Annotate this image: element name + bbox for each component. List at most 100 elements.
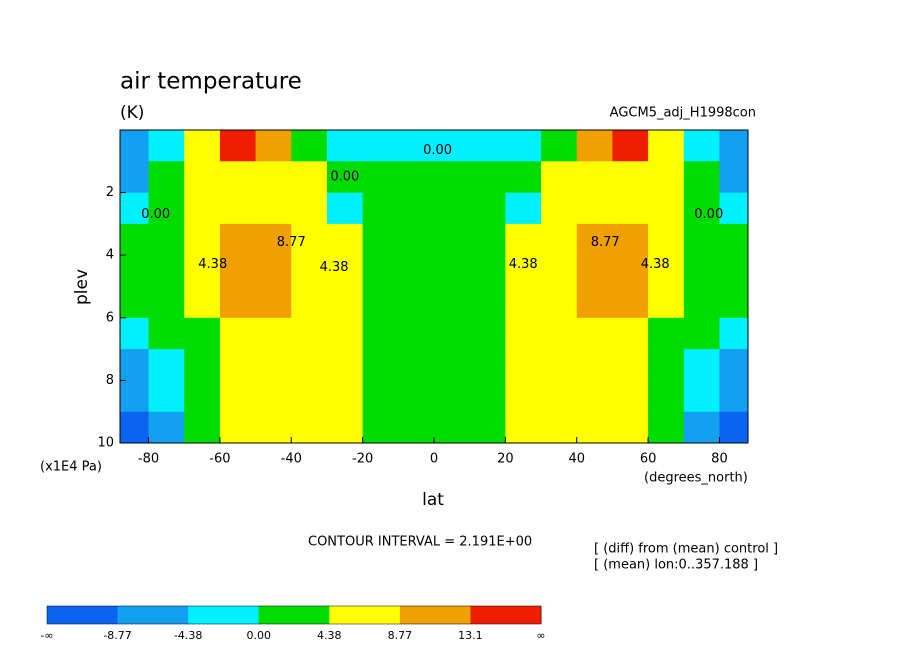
cell <box>291 349 328 381</box>
cell <box>398 349 435 381</box>
cell <box>648 349 685 381</box>
cell <box>541 380 578 413</box>
cell <box>683 411 720 444</box>
cell <box>434 161 471 194</box>
cell <box>326 223 364 256</box>
cell <box>505 317 542 350</box>
cell <box>612 130 649 162</box>
contour-label: 8.77 <box>591 235 620 250</box>
cell <box>219 349 257 381</box>
colorbar-swatch <box>188 606 260 624</box>
cell <box>434 411 471 444</box>
cell <box>184 380 221 413</box>
cell <box>505 130 542 162</box>
cell <box>219 317 257 350</box>
cell <box>184 349 221 381</box>
cell <box>398 192 435 225</box>
cell <box>576 286 613 319</box>
cell <box>648 192 685 225</box>
cell <box>148 380 185 413</box>
cell <box>541 223 578 256</box>
cell <box>398 255 435 287</box>
cell <box>148 192 185 225</box>
cell <box>469 349 506 381</box>
colorbar-swatch <box>329 606 401 624</box>
cell <box>576 380 613 413</box>
cell <box>719 161 749 194</box>
chart-title: air temperature <box>120 69 302 95</box>
colorbar-label: ∞ <box>536 629 545 642</box>
cell <box>648 223 685 256</box>
cell <box>291 317 328 350</box>
cell <box>719 255 749 287</box>
cell <box>612 286 649 319</box>
cell <box>326 380 364 413</box>
cell <box>362 255 399 287</box>
cell <box>719 286 749 319</box>
cell <box>576 223 613 256</box>
cell <box>184 223 221 256</box>
cell <box>362 223 399 256</box>
cell <box>469 380 506 413</box>
cell <box>291 161 328 194</box>
cell <box>255 317 292 350</box>
cell <box>719 317 749 350</box>
cell <box>362 380 399 413</box>
cell <box>398 286 435 319</box>
cell <box>255 161 292 194</box>
cell <box>648 317 685 350</box>
colorbar-label: -4.38 <box>174 629 202 642</box>
cell <box>120 223 150 256</box>
cell <box>505 411 542 444</box>
contour-label: 0.00 <box>141 207 170 222</box>
cell <box>576 411 613 444</box>
cell <box>184 130 221 162</box>
cell <box>291 255 328 287</box>
cell <box>719 223 749 256</box>
cell <box>469 317 506 350</box>
cell <box>219 380 257 413</box>
cell <box>255 411 292 444</box>
cell <box>120 411 150 444</box>
cell <box>541 192 578 225</box>
cell <box>291 223 328 256</box>
y-axis-title: plev <box>72 269 92 305</box>
cell <box>648 255 685 287</box>
cell <box>434 380 471 413</box>
colorbar-label: -8.77 <box>103 629 131 642</box>
colorbar-swatch <box>399 606 471 624</box>
cell <box>469 255 506 287</box>
note: [ (diff) from (mean) control ] <box>594 542 778 557</box>
dataset-label: AGCM5_adj_H1998con <box>610 106 756 121</box>
x-tick-label: -40 <box>281 452 302 467</box>
cell <box>120 380 150 413</box>
cell <box>120 317 150 350</box>
cell <box>398 130 435 162</box>
cell <box>612 255 649 287</box>
cell <box>576 161 613 194</box>
cell <box>434 192 471 225</box>
cell <box>120 255 150 287</box>
cell <box>255 192 292 225</box>
cell <box>184 192 221 225</box>
colorbar-swatch <box>470 606 542 624</box>
x-tick-label: -60 <box>209 452 230 467</box>
cell <box>326 130 364 162</box>
cell <box>505 192 542 225</box>
cell <box>120 130 150 162</box>
contour-label: 0.00 <box>694 207 723 222</box>
cell <box>683 286 720 319</box>
y-unit: (x1E4 Pa) <box>40 460 102 475</box>
cell <box>612 349 649 381</box>
cell <box>326 255 364 287</box>
cell <box>362 161 399 194</box>
cell <box>576 317 613 350</box>
cell <box>291 411 328 444</box>
cell <box>469 223 506 256</box>
note: [ (mean) lon:0..357.188 ] <box>594 558 758 573</box>
cell <box>362 192 399 225</box>
cell <box>469 411 506 444</box>
cell <box>612 161 649 194</box>
cell <box>469 192 506 225</box>
cell <box>505 380 542 413</box>
